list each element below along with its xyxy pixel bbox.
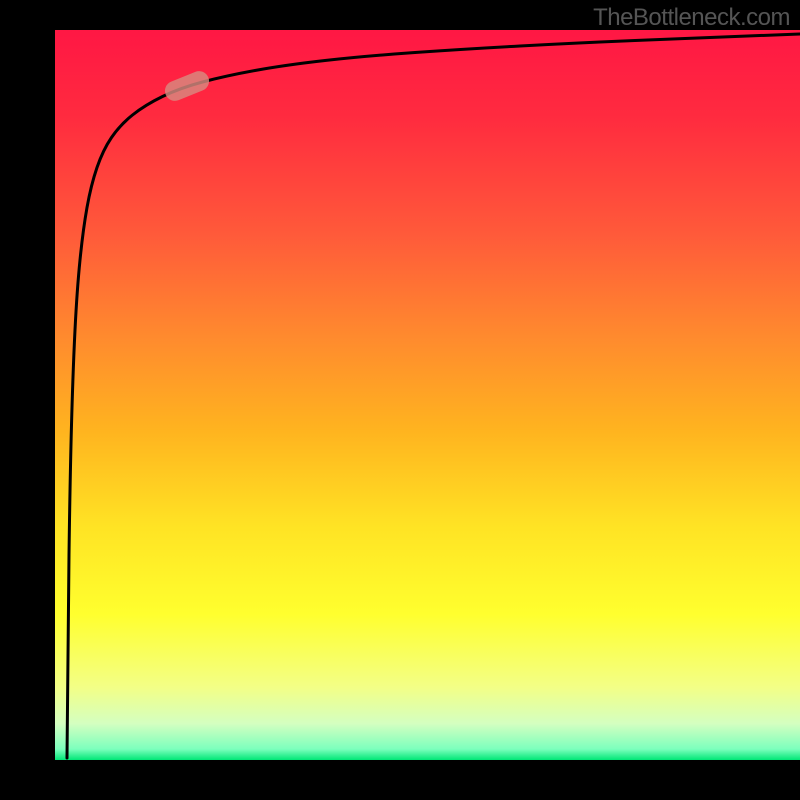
plot-area bbox=[55, 30, 800, 760]
curve-marker bbox=[55, 30, 800, 760]
marker-pill bbox=[162, 68, 212, 104]
chart-canvas: TheBottleneck.com bbox=[0, 0, 800, 800]
attribution-watermark: TheBottleneck.com bbox=[593, 4, 790, 32]
